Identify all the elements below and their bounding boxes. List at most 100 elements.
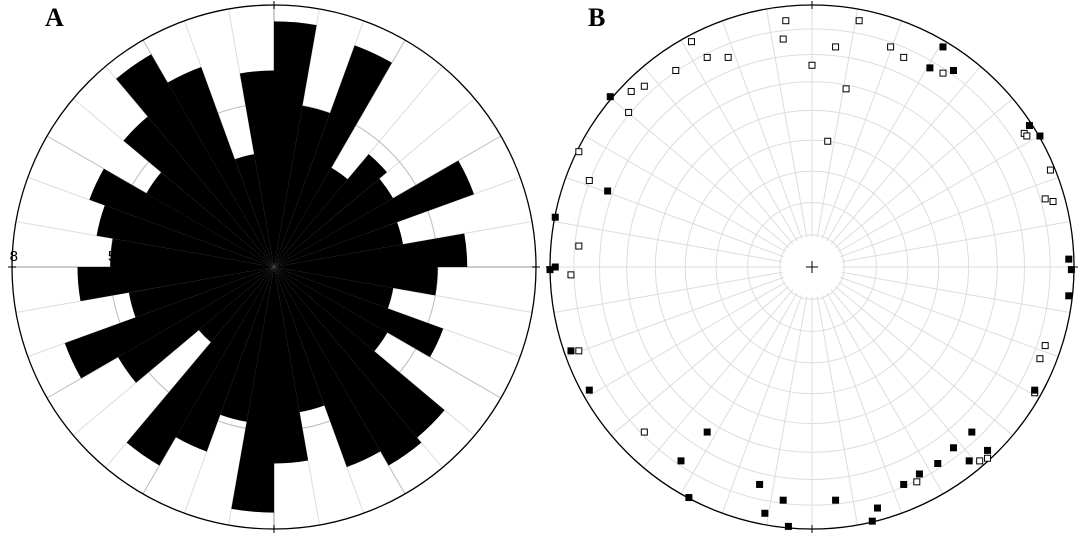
point bbox=[546, 266, 554, 274]
point bbox=[934, 460, 942, 467]
net-radial bbox=[565, 176, 784, 258]
rose-bar bbox=[274, 167, 348, 267]
point bbox=[868, 517, 876, 525]
point bbox=[939, 43, 947, 51]
point bbox=[784, 522, 792, 530]
rose-bar bbox=[116, 54, 274, 268]
net-radial bbox=[816, 8, 858, 238]
point bbox=[949, 67, 957, 74]
net-radial bbox=[840, 176, 1059, 258]
net-radial bbox=[826, 39, 944, 242]
point bbox=[779, 35, 787, 43]
net-radial bbox=[821, 295, 903, 514]
rose-bar bbox=[274, 154, 387, 267]
point bbox=[567, 271, 575, 279]
point bbox=[640, 82, 648, 90]
net-radial bbox=[841, 271, 1071, 313]
rose-bar bbox=[274, 267, 445, 438]
rose-bar bbox=[274, 267, 438, 296]
net-radial bbox=[837, 281, 1040, 399]
point bbox=[761, 509, 769, 517]
point bbox=[567, 347, 575, 355]
net-radial bbox=[610, 285, 790, 436]
rose-bar bbox=[274, 267, 388, 352]
point bbox=[1036, 355, 1044, 363]
net-radial bbox=[643, 289, 794, 469]
center-cross bbox=[806, 261, 818, 273]
rose-bar bbox=[77, 267, 274, 302]
rose-bar bbox=[146, 172, 274, 267]
rose-bar bbox=[64, 267, 274, 379]
point bbox=[677, 457, 685, 465]
net-radial bbox=[766, 8, 808, 238]
rose-bar bbox=[234, 154, 274, 267]
point bbox=[724, 53, 732, 61]
net-radial bbox=[721, 20, 803, 239]
rose-bar bbox=[96, 205, 274, 267]
point bbox=[832, 43, 840, 51]
point bbox=[575, 148, 583, 156]
point bbox=[703, 53, 711, 61]
rose-bar bbox=[274, 233, 468, 267]
point bbox=[606, 93, 614, 101]
rose-bar bbox=[274, 267, 444, 358]
point bbox=[939, 69, 947, 77]
point bbox=[640, 428, 648, 436]
point bbox=[756, 480, 764, 488]
rose-bar bbox=[239, 70, 274, 267]
rose-bar bbox=[274, 267, 309, 464]
net-radial bbox=[830, 65, 981, 245]
point bbox=[968, 428, 976, 436]
point bbox=[687, 38, 695, 46]
point bbox=[1041, 195, 1049, 203]
point bbox=[779, 496, 787, 504]
net-radial bbox=[840, 276, 1059, 358]
point bbox=[949, 444, 957, 452]
point bbox=[965, 457, 973, 465]
point bbox=[1049, 198, 1057, 205]
net-radial bbox=[565, 276, 784, 358]
point bbox=[842, 85, 850, 93]
net-radial bbox=[834, 98, 1014, 249]
point bbox=[874, 504, 881, 512]
rose-bar bbox=[118, 267, 274, 383]
net-radial bbox=[830, 289, 981, 469]
rose-bar bbox=[167, 66, 274, 267]
point bbox=[915, 470, 923, 478]
point bbox=[1067, 266, 1075, 274]
point bbox=[855, 17, 863, 25]
rose-bar bbox=[231, 267, 274, 513]
point bbox=[1041, 342, 1049, 350]
point bbox=[782, 17, 790, 25]
point bbox=[926, 64, 934, 72]
point bbox=[1065, 292, 1073, 300]
rose-bar bbox=[274, 178, 394, 267]
point bbox=[585, 177, 593, 185]
point bbox=[913, 478, 921, 486]
point bbox=[824, 137, 832, 145]
point bbox=[575, 242, 583, 250]
point bbox=[900, 53, 908, 61]
net-radial bbox=[841, 221, 1071, 263]
r-tick-label: 8 bbox=[10, 248, 18, 265]
net-radial bbox=[610, 98, 790, 249]
rose-bar bbox=[274, 45, 392, 268]
rose-bar bbox=[274, 267, 381, 468]
rose-bar bbox=[89, 168, 274, 267]
point bbox=[1036, 132, 1044, 140]
rose-bar bbox=[126, 267, 275, 466]
panel-label: A bbox=[45, 3, 64, 32]
point bbox=[604, 187, 612, 195]
net-radial bbox=[680, 39, 798, 242]
net-radial bbox=[553, 221, 783, 263]
point bbox=[808, 61, 816, 69]
rose-bar bbox=[274, 267, 422, 466]
point bbox=[1025, 122, 1033, 130]
rose-bar bbox=[175, 267, 274, 452]
point bbox=[887, 43, 895, 51]
point bbox=[575, 347, 583, 355]
point bbox=[585, 386, 593, 394]
net-radial bbox=[553, 271, 783, 313]
net-radial bbox=[826, 292, 944, 495]
net-radial bbox=[837, 135, 1040, 253]
